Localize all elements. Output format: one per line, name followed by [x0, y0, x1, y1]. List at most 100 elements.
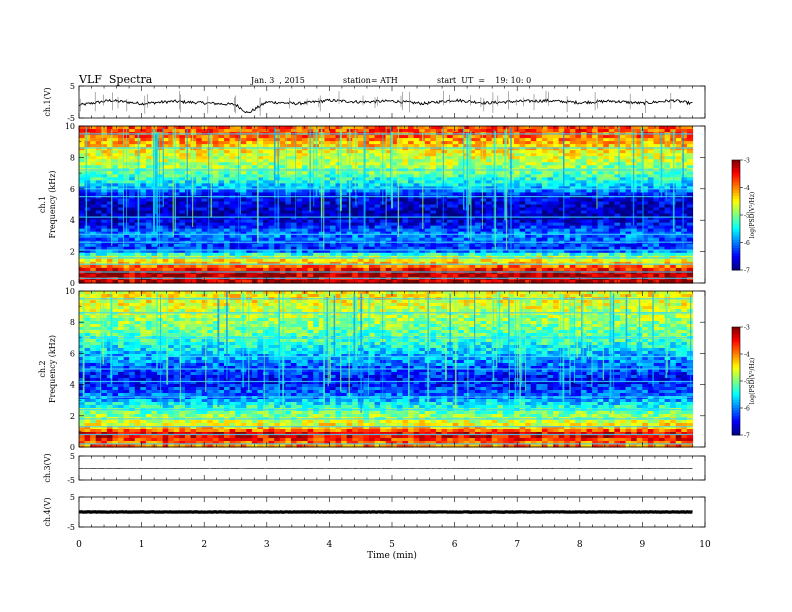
spectrogram-cell	[474, 243, 482, 248]
spectrogram-cell	[196, 198, 203, 203]
spectrogram-cell	[341, 156, 348, 160]
spectrogram-cell	[369, 183, 376, 187]
spectrogram-cell	[631, 231, 638, 236]
spectrogram-cell	[385, 198, 392, 203]
spectrogram-cell	[408, 174, 415, 178]
spectrogram-cell	[642, 135, 649, 139]
spectrogram-cell	[474, 159, 482, 163]
spectrogram-cell	[184, 186, 192, 190]
spectrogram-cell	[263, 126, 270, 130]
spectrogram-cell	[329, 156, 337, 160]
spectrogram-cell	[224, 135, 231, 139]
spectrogram-cell	[447, 216, 454, 221]
spectrogram-cell	[514, 186, 521, 190]
spectrogram-cell	[196, 186, 203, 190]
spectrogram-cell	[235, 210, 242, 215]
spectrogram-cell	[536, 171, 543, 175]
spectrogram-cell	[341, 249, 348, 254]
spectrogram-cell	[95, 138, 102, 142]
spectrogram-cell	[95, 186, 102, 190]
spectrogram-cell	[285, 258, 292, 263]
spectrogram-cell	[553, 135, 560, 139]
spectrogram-cell	[257, 237, 264, 242]
spectrogram-cell	[430, 252, 437, 257]
spectrogram-cell	[357, 171, 365, 175]
spectrogram-cell	[525, 153, 532, 157]
spectrogram-cell	[145, 225, 153, 230]
spectrogram-cell	[90, 174, 97, 178]
spectrogram-cell	[625, 216, 632, 221]
spectrogram-cell	[263, 231, 270, 236]
spectrogram-cell	[101, 207, 108, 212]
spectrogram-cell	[525, 174, 532, 178]
spectrogram-cell	[653, 144, 660, 148]
spectrogram-cell	[346, 231, 353, 236]
spectrogram-cell	[519, 213, 526, 218]
spectrogram-cell	[642, 222, 649, 227]
spectrogram-cell	[363, 195, 370, 200]
spectrogram-cell	[162, 204, 169, 209]
spectrogram-cell	[285, 195, 292, 200]
spectrogram-cell	[463, 258, 470, 263]
spectrogram-cell	[129, 174, 136, 178]
spectrogram-cell	[207, 135, 214, 139]
spectrogram-cell	[302, 156, 309, 160]
spectrogram-cell	[564, 243, 571, 248]
spectrogram-cell	[123, 222, 130, 227]
spectrogram-cell	[145, 222, 153, 227]
spectrogram-cell	[380, 225, 387, 230]
spectrogram-cell	[396, 186, 404, 190]
spectrogram-cell	[240, 162, 247, 166]
spectrogram-cell	[396, 258, 404, 263]
spectrogram-cell	[575, 138, 582, 142]
spectrogram-cell	[290, 201, 298, 206]
spectrogram-cell	[525, 141, 532, 145]
spectrogram-cell	[168, 243, 175, 248]
spectrogram-cell	[257, 204, 264, 209]
spectrogram-cell	[447, 141, 454, 145]
spectrogram-cell	[112, 216, 119, 221]
spectrogram-cell	[218, 180, 225, 184]
spectrogram-cell	[168, 141, 175, 145]
spectrogram-cell	[285, 189, 292, 194]
spectrogram-cell	[536, 129, 543, 133]
spectrogram-cell	[184, 228, 192, 233]
spectrogram-cell	[184, 213, 192, 218]
spectrogram-cell	[207, 258, 214, 263]
spectrogram-cell	[536, 174, 543, 178]
spectrogram-cell	[519, 192, 526, 197]
spectrogram-cell	[603, 219, 610, 224]
spectrogram-cell	[335, 183, 342, 187]
spectrogram-cell	[675, 210, 682, 215]
spectrogram-cell	[530, 126, 537, 130]
spectrogram-cell	[140, 216, 147, 221]
spectrogram-cell	[452, 141, 459, 145]
spectrogram-cell	[79, 231, 86, 236]
spectrogram-cell	[474, 162, 482, 166]
spectrogram-cell	[647, 186, 655, 190]
spectrogram-cell	[106, 144, 114, 148]
spectrogram-cell	[173, 246, 180, 251]
spectrogram-cell	[290, 258, 298, 263]
spectrogram-cell	[129, 249, 136, 254]
spectrogram-cell	[396, 228, 404, 233]
spectrogram-cell	[603, 249, 610, 254]
spectrogram-cell	[162, 237, 169, 242]
spectrogram-cell	[207, 147, 214, 151]
spectrogram-cell	[374, 246, 381, 251]
spectrogram-cell	[151, 252, 158, 257]
spectrogram-cell	[285, 144, 292, 148]
spectrogram-cell	[525, 159, 532, 163]
spectrogram-cell	[218, 150, 225, 154]
spectrogram-cell	[413, 156, 420, 160]
spectrogram-cell	[569, 159, 576, 163]
spectrogram-cell	[112, 177, 119, 181]
spectrogram-cell	[580, 198, 588, 203]
spectrogram-cell	[369, 243, 376, 248]
spectrogram-cell	[686, 189, 694, 194]
spectrogram-cell	[129, 204, 136, 209]
spectrogram-cell	[290, 219, 298, 224]
spectrogram-cell	[84, 144, 91, 148]
spectrogram-cell	[307, 243, 314, 248]
spectrogram-cell	[564, 141, 571, 145]
